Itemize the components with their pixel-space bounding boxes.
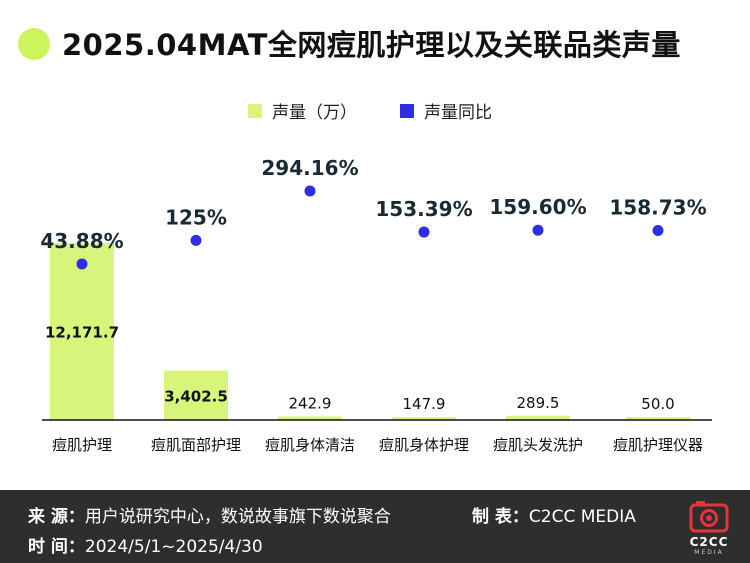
bar-value-label-5: 50.0	[641, 395, 674, 413]
yoy-value-label-0: 43.88%	[40, 229, 123, 253]
time-value: 2024/5/1~2025/4/30	[84, 537, 263, 557]
chart-canvas: 12,171.7 痘肌护理 43.88% 3,402.5 痘肌面部护理 125% 242.9…	[40, 156, 712, 454]
yoy-value-label-3: 153.39%	[375, 197, 472, 221]
yoy-value-label-1: 125%	[165, 205, 227, 229]
bar-value-label-0: 12,171.7	[45, 324, 119, 342]
page-title: 2025.04MAT全网痘肌护理以及关联品类声量	[62, 28, 681, 62]
yoy-point-2	[304, 185, 316, 197]
yoy-point-0	[76, 258, 88, 270]
yoy-value-label-2: 294.16%	[261, 156, 358, 180]
bar-value-label-1: 3,402.5	[164, 387, 228, 405]
header: 2025.04MAT全网痘肌护理以及关联品类声量	[0, 0, 750, 90]
yoy-point-3	[418, 226, 430, 238]
yoy-value-label-4: 159.60%	[489, 195, 586, 219]
footer-time-line: 时 间：2024/5/1~2025/4/30	[28, 532, 263, 557]
source-value: 用户说研究中心，数说故事旗下数说聚合	[84, 507, 391, 527]
x-tick-label-0: 痘肌护理	[52, 436, 112, 454]
x-tick-label-4: 痘肌头发洗护	[493, 436, 583, 454]
bar-0	[50, 243, 114, 420]
chart-legend: 声量（万） 声量同比	[0, 98, 750, 124]
x-tick-label-1: 痘肌面部护理	[151, 436, 241, 454]
bar-2	[278, 416, 342, 420]
logo-text: C2CC	[689, 535, 729, 549]
bar-value-label-2: 242.9	[289, 394, 332, 412]
time-label: 时 间：	[28, 537, 85, 557]
legend-swatch-square-icon	[248, 103, 262, 118]
yoy-value-label-5: 158.73%	[609, 196, 706, 220]
bar-value-label-4: 289.5	[517, 394, 560, 412]
c2cc-logo: C2CC MEDIA	[682, 500, 736, 560]
legend-label-volume: 声量（万）	[272, 103, 357, 123]
legend-item-volume: 声量（万）	[248, 98, 357, 123]
bar-value-label-3: 147.9	[403, 395, 446, 413]
yoy-point-5	[652, 225, 664, 237]
x-tick-label-5: 痘肌护理仪器	[613, 436, 703, 454]
legend-swatch-square-icon	[400, 103, 414, 118]
footer: 来 源：用户说研究中心，数说故事旗下数说聚合 制 表：C2CC MEDIA 时 …	[0, 490, 750, 563]
x-tick-label-3: 痘肌身体护理	[379, 436, 469, 454]
footer-maker-line: 制 表：C2CC MEDIA	[472, 502, 636, 527]
x-tick-label-2: 痘肌身体清洁	[265, 436, 355, 454]
source-label: 来 源：	[28, 507, 85, 527]
maker-label: 制 表：	[472, 507, 529, 527]
footer-source-line: 来 源：用户说研究中心，数说故事旗下数说聚合	[28, 502, 391, 527]
yoy-point-4	[532, 224, 544, 236]
legend-label-yoy: 声量同比	[424, 103, 492, 123]
yoy-point-1	[190, 234, 202, 246]
bar-4	[506, 415, 570, 420]
legend-item-yoy: 声量同比	[400, 98, 492, 123]
bar-1	[164, 370, 228, 420]
camera-icon	[689, 501, 729, 533]
title-dot-icon	[18, 28, 50, 60]
bar-3	[392, 417, 456, 420]
bar-5	[626, 417, 690, 420]
maker-value: C2CC MEDIA	[528, 507, 636, 527]
logo-subtext: MEDIA	[694, 549, 724, 556]
